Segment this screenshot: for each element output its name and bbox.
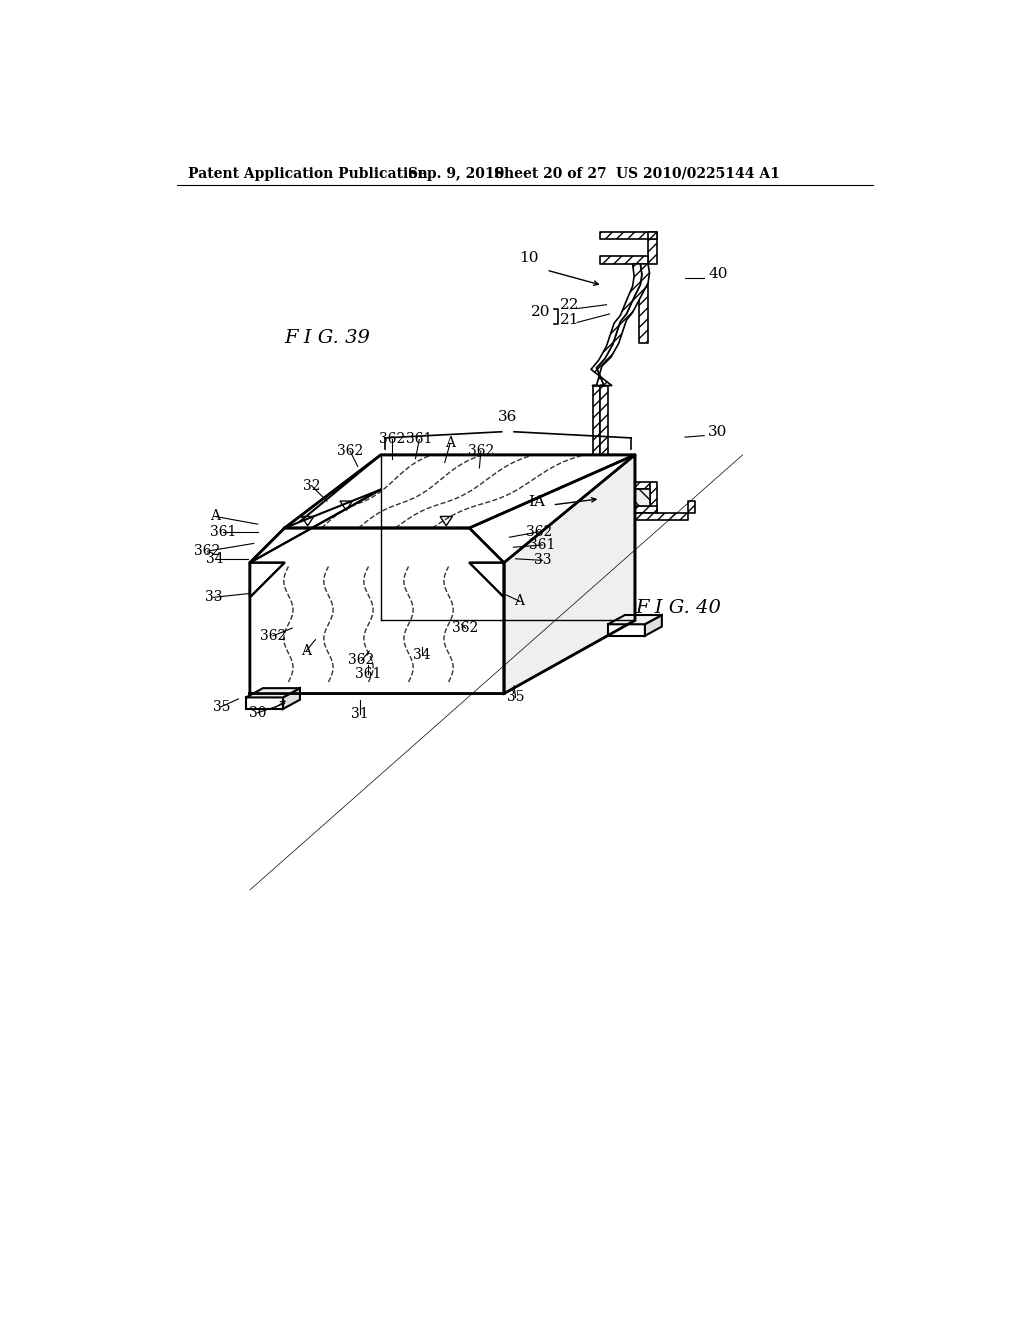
- Text: 362: 362: [260, 628, 286, 643]
- Text: A: A: [445, 437, 455, 450]
- Text: 362: 362: [468, 444, 494, 458]
- Text: 34: 34: [207, 552, 224, 566]
- Text: 22: 22: [560, 297, 580, 312]
- Text: IA: IA: [527, 495, 545, 510]
- Text: 362: 362: [525, 525, 552, 539]
- Text: 40: 40: [708, 267, 728, 281]
- Text: 362: 362: [379, 433, 406, 446]
- Polygon shape: [285, 455, 635, 528]
- Polygon shape: [608, 615, 662, 624]
- Polygon shape: [608, 488, 617, 506]
- Text: 35: 35: [507, 690, 524, 705]
- Text: 30: 30: [249, 706, 266, 719]
- Text: US 2010/0225144 A1: US 2010/0225144 A1: [615, 166, 779, 181]
- Text: 34: 34: [413, 648, 430, 663]
- Polygon shape: [246, 688, 300, 697]
- Polygon shape: [600, 231, 657, 239]
- Polygon shape: [504, 455, 635, 693]
- Text: 362: 362: [453, 622, 478, 635]
- Polygon shape: [593, 512, 688, 520]
- Polygon shape: [688, 502, 695, 512]
- Polygon shape: [250, 528, 504, 693]
- Text: 36: 36: [498, 411, 517, 424]
- Polygon shape: [600, 385, 608, 482]
- Polygon shape: [650, 482, 657, 512]
- Text: 20: 20: [530, 305, 550, 319]
- Polygon shape: [250, 562, 285, 598]
- Polygon shape: [617, 488, 621, 506]
- Polygon shape: [593, 506, 657, 512]
- Text: 361: 361: [210, 525, 237, 539]
- Polygon shape: [645, 615, 662, 636]
- Text: 21: 21: [560, 313, 580, 327]
- Text: 33: 33: [205, 590, 222, 605]
- Text: 361: 361: [407, 433, 432, 446]
- Polygon shape: [250, 490, 381, 562]
- Text: 10: 10: [519, 251, 539, 265]
- Text: 362: 362: [337, 444, 364, 458]
- Text: F I G. 40: F I G. 40: [635, 599, 721, 616]
- Text: 361: 361: [529, 539, 556, 552]
- Polygon shape: [283, 688, 300, 709]
- Text: Patent Application Publication: Patent Application Publication: [188, 166, 428, 181]
- Polygon shape: [469, 455, 635, 562]
- Polygon shape: [469, 562, 504, 598]
- Polygon shape: [591, 264, 642, 385]
- Text: 30: 30: [708, 425, 727, 438]
- Text: 32: 32: [303, 479, 321, 492]
- Text: 33: 33: [534, 553, 551, 568]
- Text: Sheet 20 of 27: Sheet 20 of 27: [494, 166, 606, 181]
- Polygon shape: [648, 231, 657, 239]
- Polygon shape: [593, 264, 649, 385]
- Polygon shape: [250, 455, 381, 562]
- Polygon shape: [593, 482, 650, 488]
- Text: F I G. 39: F I G. 39: [285, 329, 371, 347]
- Text: 362: 362: [348, 653, 375, 668]
- Text: Sep. 9, 2010: Sep. 9, 2010: [408, 166, 504, 181]
- Polygon shape: [608, 624, 645, 636]
- Text: A: A: [210, 510, 220, 524]
- Text: A: A: [514, 594, 524, 609]
- Polygon shape: [593, 385, 600, 482]
- Text: A: A: [301, 644, 311, 659]
- Text: 362: 362: [195, 544, 221, 558]
- Text: 31: 31: [351, 708, 369, 721]
- Polygon shape: [600, 256, 648, 264]
- Text: 35: 35: [213, 700, 230, 714]
- Text: 361: 361: [354, 668, 381, 681]
- Polygon shape: [381, 455, 635, 620]
- Polygon shape: [639, 264, 648, 343]
- Polygon shape: [648, 239, 657, 264]
- Polygon shape: [246, 697, 283, 709]
- Polygon shape: [621, 488, 650, 506]
